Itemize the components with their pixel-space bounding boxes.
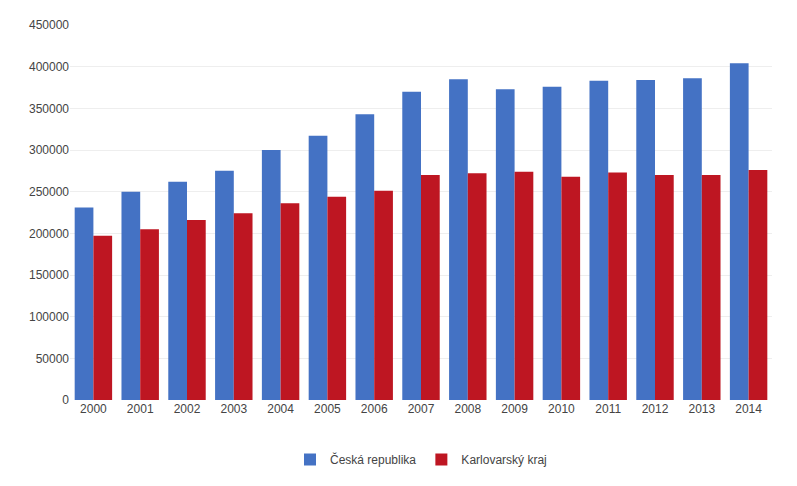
svg-text:2012: 2012 [642, 402, 669, 416]
svg-text:250000: 250000 [29, 185, 69, 199]
svg-text:450000: 450000 [29, 18, 69, 32]
svg-text:50000: 50000 [36, 352, 70, 366]
svg-text:0: 0 [62, 393, 69, 407]
svg-text:2007: 2007 [408, 402, 435, 416]
svg-text:2003: 2003 [220, 402, 247, 416]
svg-text:2014: 2014 [735, 402, 762, 416]
svg-text:100000: 100000 [29, 310, 69, 324]
svg-text:2001: 2001 [127, 402, 154, 416]
svg-text:2011: 2011 [595, 402, 621, 416]
svg-text:2008: 2008 [454, 402, 481, 416]
svg-text:Karlovarský kraj: Karlovarský kraj [461, 453, 546, 467]
svg-text:2000: 2000 [80, 402, 107, 416]
svg-text:200000: 200000 [29, 227, 69, 241]
svg-text:2004: 2004 [267, 402, 294, 416]
svg-text:400000: 400000 [29, 60, 69, 74]
svg-text:2009: 2009 [501, 402, 528, 416]
svg-text:150000: 150000 [29, 268, 69, 282]
svg-text:2013: 2013 [688, 402, 715, 416]
svg-text:2002: 2002 [174, 402, 201, 416]
svg-text:2010: 2010 [548, 402, 575, 416]
svg-text:350000: 350000 [29, 102, 69, 116]
svg-text:2006: 2006 [361, 402, 388, 416]
svg-text:300000: 300000 [29, 143, 69, 157]
svg-text:Česká republika: Česká republika [330, 452, 416, 467]
svg-text:2005: 2005 [314, 402, 341, 416]
